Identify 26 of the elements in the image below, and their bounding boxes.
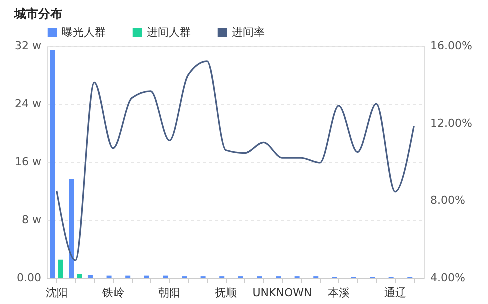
y-tick-label: 16 w	[15, 156, 42, 168]
y2-tick-label: 12.00%	[430, 116, 472, 130]
bar	[58, 260, 64, 278]
y2-tick-label: 16.00%	[430, 40, 472, 52]
legend-label: 曝光人群	[62, 26, 106, 39]
x-tick-label: 朝阳	[158, 286, 181, 300]
y-tick-label: 0.00	[17, 272, 42, 284]
x-tick-label: UNKNOWN	[252, 286, 312, 300]
legend-label: 进间人群	[147, 26, 191, 39]
x-tick-label: 通辽	[384, 286, 406, 300]
y-tick-label: 8 w	[22, 214, 42, 226]
line-series	[56, 60, 415, 262]
bar	[88, 275, 93, 278]
bar	[50, 50, 56, 278]
x-tick-label: 沈阳	[46, 286, 68, 300]
y2-tick-label: 4.00%	[430, 272, 466, 284]
legend-label: 进间率	[232, 26, 265, 39]
x-tick-label: 本溪	[328, 286, 350, 300]
y-tick-label: 32 w	[15, 40, 42, 52]
chart-title: 城市分布	[14, 7, 63, 21]
x-tick-label: 铁岭	[101, 286, 124, 300]
x-tick-label: 抚顺	[214, 286, 238, 300]
bar	[69, 179, 74, 278]
y2-tick-label: 8.00%	[430, 194, 466, 208]
y-tick-label: 24 w	[15, 98, 42, 110]
bar	[77, 274, 82, 278]
